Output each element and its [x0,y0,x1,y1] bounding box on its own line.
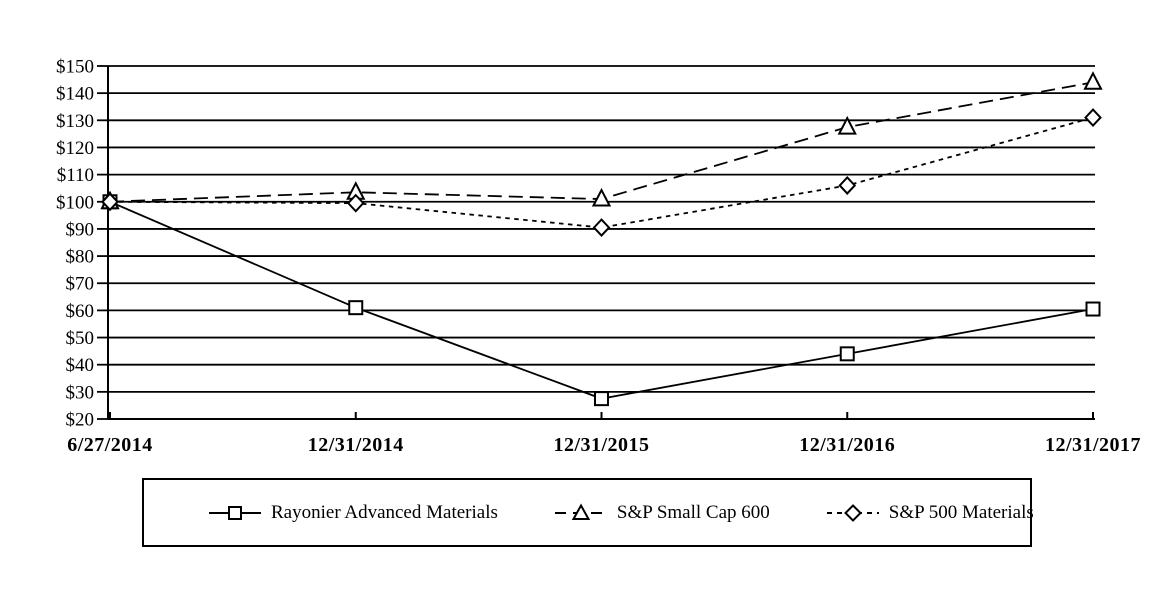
x-axis-label: 6/27/2014 [67,434,153,456]
legend-item-rayonier: Rayonier Advanced Materials [208,502,498,524]
data-point-square [1085,301,1101,317]
square-marker-icon [228,505,242,520]
y-axis-label: $30 [66,382,95,403]
y-axis-label: $90 [66,219,95,240]
y-axis-label: $50 [66,328,95,349]
legend-sample-solid-square [209,505,261,520]
y-axis-label: $120 [56,138,94,159]
triangle-marker-icon [571,502,591,520]
data-point-triangle [591,187,612,207]
data-point-square [348,300,364,316]
y-axis-label: $20 [66,410,95,431]
legend-label-rayonier: Rayonier Advanced Materials [271,501,498,523]
data-point-diamond [346,193,365,213]
data-point-triangle [837,115,857,135]
legend-label-sp-500-materials: S&P 500 Materials [888,501,1034,523]
y-axis-label: $60 [66,301,95,322]
legend-sample-dash-triangle [554,502,607,520]
data-point-diamond [592,218,611,238]
data-point-square [839,346,855,362]
x-axis-label: 12/31/2015 [553,434,649,456]
y-axis-label: $70 [66,274,95,295]
data-point-diamond [838,176,857,195]
y-axis-label: $140 [56,84,94,105]
y-axis-label: $150 [56,57,94,78]
data-point-square [594,391,609,407]
series-line-triangle [109,81,1094,203]
legend-box: Rayonier Advanced Materials S&P Small Ca… [142,478,1034,547]
x-axis-label: 12/31/2016 [799,434,895,456]
series-line-diamond [109,116,1094,229]
data-point-triangle [1083,71,1103,90]
diamond-marker-icon [843,503,862,522]
legend-item-sp-small-cap-600: S&P Small Cap 600 [554,502,770,524]
legend-sample-dash-diamond [826,503,879,522]
x-axis-label: 12/31/2017 [1045,434,1141,456]
y-axis-label: $40 [66,355,95,376]
data-point-diamond [101,192,119,212]
legend-label-sp-small-cap-600: S&P Small Cap 600 [616,501,770,523]
y-axis-label: $80 [66,247,95,268]
y-axis-label: $130 [56,111,94,132]
y-axis-label: $100 [56,192,94,213]
y-axis-label: $110 [57,165,94,186]
x-axis-label: 12/31/2014 [308,434,404,456]
legend-item-sp-500-materials: S&P 500 Materials [826,502,1034,524]
data-point-diamond [1084,108,1102,128]
